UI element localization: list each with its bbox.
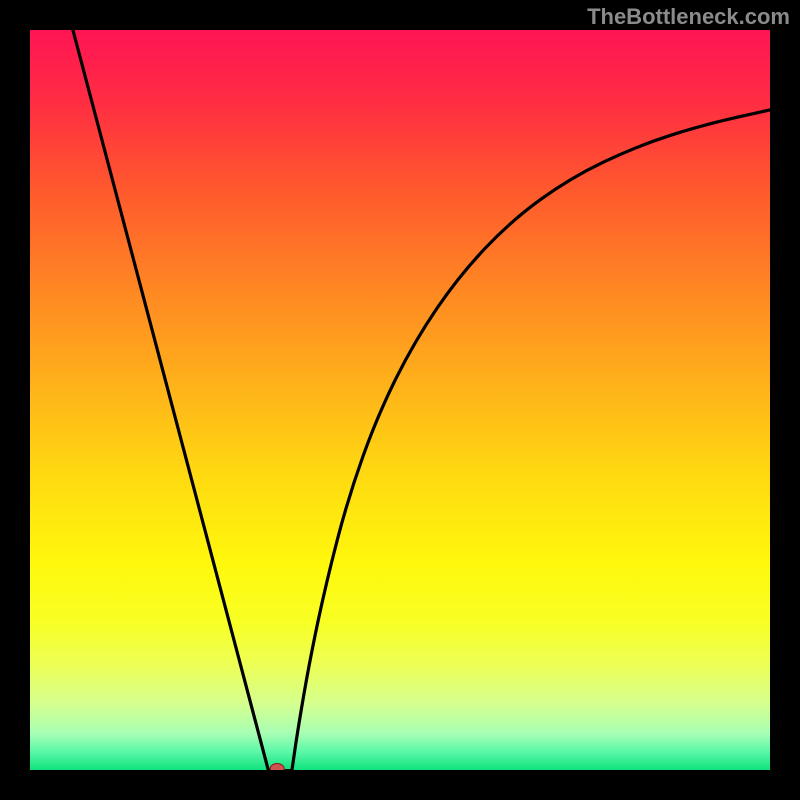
plot-area (30, 30, 770, 770)
curve-layer (30, 30, 770, 770)
chart-container: TheBottleneck.com (0, 0, 800, 800)
minimum-marker (270, 764, 284, 770)
bottleneck-curve (73, 30, 770, 770)
watermark-text: TheBottleneck.com (587, 4, 790, 30)
